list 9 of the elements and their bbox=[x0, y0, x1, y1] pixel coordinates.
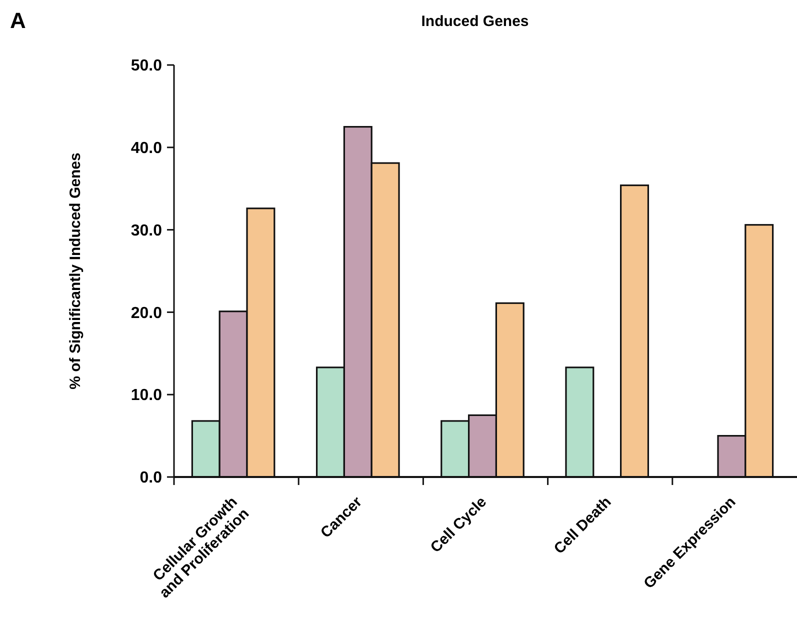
y-tick-label: 50.0 bbox=[130, 58, 162, 75]
y-tick-label: 0.0 bbox=[140, 470, 162, 487]
y-axis-title: % of Significantly Induced Genes bbox=[67, 152, 84, 390]
text: A bbox=[10, 8, 26, 33]
y-tick-label: 20.0 bbox=[130, 304, 162, 322]
y-tick-label: 10.0 bbox=[130, 387, 162, 404]
chart-title: Induced Genes bbox=[421, 13, 529, 30]
y-tick-label: 40.0 bbox=[130, 140, 162, 157]
y-tick-label: 30.0 bbox=[130, 222, 162, 240]
